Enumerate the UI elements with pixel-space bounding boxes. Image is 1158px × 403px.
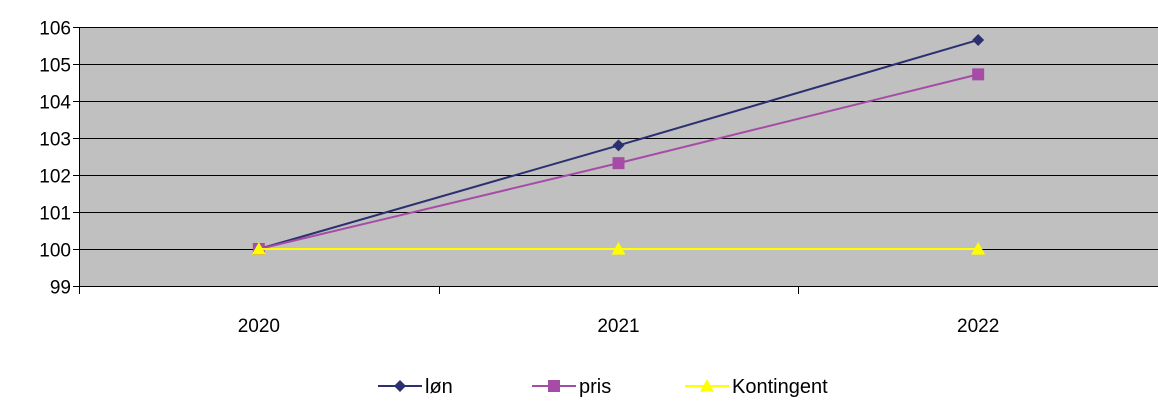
axes bbox=[79, 27, 1158, 287]
data-point bbox=[971, 242, 986, 255]
legend-label: løn bbox=[425, 376, 453, 398]
legend: løn pris Kontingent bbox=[378, 376, 828, 398]
series-Kontingent bbox=[251, 242, 986, 255]
y-tick-label: 101 bbox=[39, 204, 71, 225]
data-point bbox=[612, 157, 625, 170]
y-tick-label: 100 bbox=[39, 241, 71, 262]
legend-swatch-marker bbox=[700, 379, 714, 392]
y-tick-label: 99 bbox=[50, 278, 71, 299]
y-tick-label: 102 bbox=[39, 167, 71, 188]
legend-swatch-marker bbox=[394, 380, 406, 392]
data-point bbox=[611, 242, 626, 255]
x-axis-ticks: 2020 2021 2022 bbox=[79, 286, 999, 337]
legend-swatch-marker bbox=[548, 380, 560, 392]
y-tick-label: 105 bbox=[39, 56, 71, 77]
series-layer bbox=[251, 33, 986, 255]
legend-label: Kontingent bbox=[732, 376, 828, 398]
x-tick-label: 2021 bbox=[597, 316, 639, 337]
data-point bbox=[251, 242, 266, 255]
y-tick-label: 106 bbox=[39, 19, 71, 40]
legend-item: pris bbox=[532, 376, 611, 398]
y-tick-label: 104 bbox=[39, 93, 71, 114]
y-axis-ticks: 99 100 101 102 103 104 105 106 bbox=[39, 19, 79, 299]
legend-item: løn bbox=[378, 376, 453, 398]
y-tick-label: 103 bbox=[39, 130, 71, 151]
data-point bbox=[972, 68, 985, 81]
x-tick-label: 2020 bbox=[238, 316, 280, 337]
legend-label: pris bbox=[579, 376, 611, 398]
x-tick-label: 2022 bbox=[957, 316, 999, 337]
legend-item: Kontingent bbox=[685, 376, 828, 398]
data-point bbox=[612, 139, 625, 152]
data-point bbox=[972, 33, 985, 46]
